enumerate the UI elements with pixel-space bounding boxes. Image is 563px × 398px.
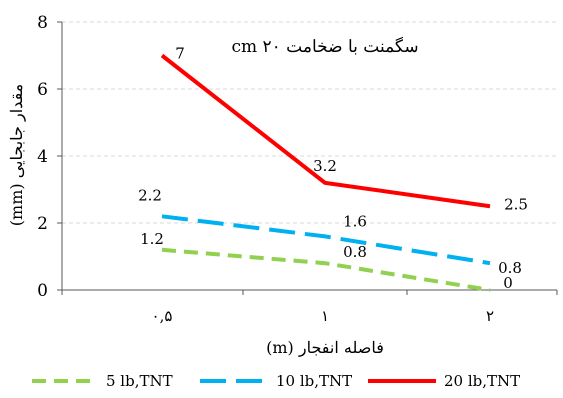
y-tick-label: 2 — [37, 214, 48, 234]
data-label: 1.2 — [140, 230, 164, 248]
data-label: 7 — [175, 45, 185, 63]
y-axis-title: مقدار جابجایی (mm) — [7, 84, 26, 226]
legend-label: 10 lb,TNT — [276, 372, 352, 390]
data-label: 0.8 — [498, 259, 522, 277]
x-tick-label: ۰,۵ — [152, 307, 173, 325]
gridlines — [62, 21, 557, 224]
x-tick-label: ۱ — [321, 307, 329, 325]
y-tick-label: 6 — [37, 80, 48, 100]
chart-title: سگمنت با ضخامت ۲۰ cm — [231, 36, 418, 57]
data-label: 2.2 — [138, 186, 162, 204]
series-line — [161, 214, 491, 266]
y-tick-label: 8 — [37, 13, 48, 33]
data-label: 0.8 — [343, 243, 367, 261]
data-label: 1.6 — [343, 212, 367, 230]
legend-label: 5 lb,TNT — [106, 372, 173, 390]
series-lines — [160, 53, 491, 292]
x-axis-title: فاصله انفجار (m) — [266, 338, 384, 357]
data-label: 2.5 — [504, 195, 528, 213]
data-label: 0 — [503, 274, 513, 292]
legend-label: 20 lb,TNT — [444, 372, 520, 390]
data-label: 3.2 — [313, 157, 337, 175]
y-tick-labels: 0 2 4 6 8 — [37, 13, 48, 301]
series-line — [160, 53, 491, 209]
y-tick-label: 4 — [37, 147, 48, 167]
y-tick-label: 0 — [37, 281, 48, 301]
series-line — [161, 247, 491, 292]
data-labels: 1.20.802.21.60.873.22.5 — [138, 45, 528, 293]
x-tick-labels: ۰,۵ ۱ ۲ — [152, 307, 494, 325]
axes — [57, 21, 558, 295]
legend: 5 lb,TNT 10 lb,TNT 20 lb,TNT — [32, 372, 520, 390]
x-tick-label: ۲ — [486, 307, 494, 325]
